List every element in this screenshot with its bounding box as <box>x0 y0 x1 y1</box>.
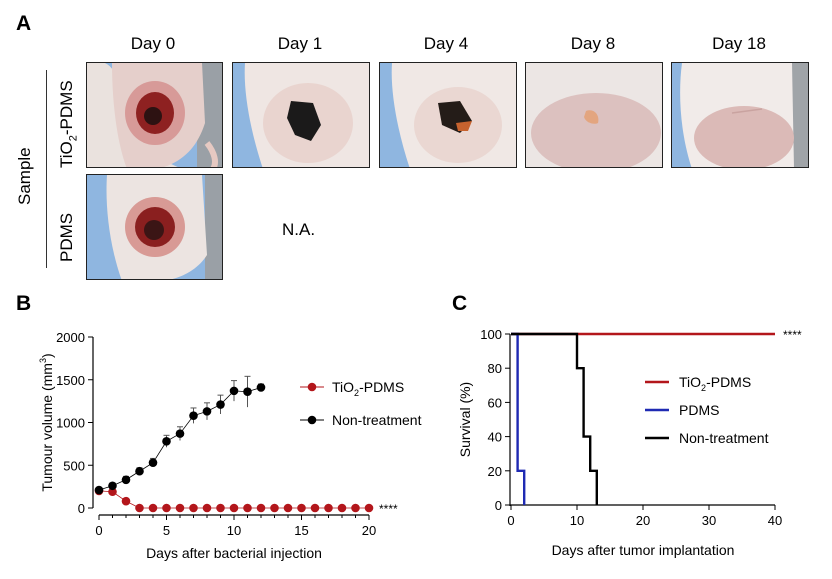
data-point-b-1 <box>256 383 266 392</box>
x-tick-label-c: 30 <box>702 513 716 528</box>
photo-tio2-day18 <box>671 62 809 168</box>
x-tick-label-b: 5 <box>163 523 170 538</box>
significance-label-c: **** <box>783 328 802 342</box>
data-point-b-1 <box>108 481 117 491</box>
chart-c: 0 20 40 60 80 100 0 10 20 30 40 Days after tumor im… <box>457 327 802 558</box>
y-tick-label-c: 20 <box>488 464 502 479</box>
data-point-b-0 <box>148 503 158 513</box>
photo-pdms-day0 <box>86 174 223 280</box>
x-tick-label-b: 10 <box>227 523 241 538</box>
data-point-b-0 <box>364 503 374 513</box>
data-point-b-1 <box>175 429 185 438</box>
sample-bracket-line <box>46 70 47 268</box>
data-point-b-1 <box>121 475 131 485</box>
photo-tio2-day8 <box>525 62 663 168</box>
data-point-b-0 <box>216 503 225 513</box>
data-point-b-0 <box>135 503 144 513</box>
x-axis-label-b: Days after bacterial injection <box>146 545 322 561</box>
data-point-b-0 <box>283 503 293 513</box>
data-point-b-0 <box>324 503 333 513</box>
significance-label-b: **** <box>379 502 398 516</box>
x-tick-label-b: 15 <box>294 523 308 538</box>
data-point-b-0 <box>121 496 131 506</box>
y-tick-label-b: 2000 <box>56 330 85 345</box>
data-point-b-1 <box>216 400 225 409</box>
survival-line-c-1 <box>511 332 526 505</box>
y-tick-label-c: 60 <box>488 395 502 410</box>
row-label-pdms: PDMS <box>57 212 76 262</box>
sample-label: Sample <box>15 147 34 205</box>
photo-tio2-day4 <box>379 62 517 168</box>
x-axis-label-c: Days after tumor implantation <box>552 542 735 558</box>
y-tick-label-c: 80 <box>488 361 502 376</box>
x-tick-label-c: 20 <box>636 513 650 528</box>
data-point-b-0 <box>351 503 360 513</box>
data-point-b-0 <box>229 503 239 513</box>
legend-marker-b-1 <box>307 415 317 425</box>
y-tick-label-b: 1500 <box>56 373 85 388</box>
data-point-b-0 <box>297 503 306 513</box>
panel-c-letter: C <box>452 292 468 315</box>
data-point-b-0 <box>243 503 252 513</box>
x-tick-label-b: 0 <box>95 523 102 538</box>
data-point-b-1 <box>135 466 144 476</box>
data-point-b-0 <box>256 503 266 513</box>
y-tick-label-c: 40 <box>488 430 502 445</box>
data-point-b-1 <box>229 386 239 396</box>
data-point-b-0 <box>162 503 171 513</box>
data-point-b-0 <box>175 503 185 513</box>
data-point-b-0 <box>270 503 279 513</box>
row-label-tio2-pdms: TiO2-PDMS <box>57 80 80 168</box>
legend-label-b-1: Non-treatment <box>332 412 422 428</box>
y-axis-label-c: Survival (%) <box>457 382 473 457</box>
data-point-b-1 <box>94 485 104 495</box>
x-tick-label-b: 20 <box>362 523 376 538</box>
panel-b-letter: B <box>16 292 32 315</box>
legend-label-b-0: TiO2-PDMS <box>332 379 404 398</box>
photo-tio2-day0 <box>86 62 223 168</box>
legend-marker-b-0 <box>307 382 317 392</box>
data-point-b-0 <box>189 503 198 513</box>
y-tick-label-b: 1000 <box>56 416 85 431</box>
data-point-b-0 <box>202 503 212 513</box>
legend-label-c-1: PDMS <box>679 402 719 418</box>
y-tick-label-c: 100 <box>480 327 502 342</box>
y-tick-label-c: 0 <box>495 498 502 513</box>
survival-line-c-2 <box>511 332 599 505</box>
day-label-0: Day 0 <box>130 34 176 53</box>
x-tick-label-c: 10 <box>570 513 584 528</box>
chart-b: 0 500 1000 1500 2000 0 5 10 15 20 Days after bacte… <box>38 330 422 561</box>
day-label-1: Day 1 <box>277 34 323 53</box>
y-tick-label-b: 0 <box>78 501 85 516</box>
y-tick-label-b: 500 <box>63 458 85 473</box>
data-point-b-1 <box>202 407 212 416</box>
data-point-b-1 <box>162 437 171 446</box>
data-point-b-0 <box>108 487 117 497</box>
data-point-b-1 <box>189 411 198 420</box>
day-label-2: Day 4 <box>423 34 469 53</box>
panel-a-letter: A <box>16 12 32 35</box>
day-label-4: Day 18 <box>712 34 766 53</box>
x-tick-label-c: 40 <box>768 513 782 528</box>
photo-tio2-day1 <box>232 62 370 168</box>
data-point-b-1 <box>148 458 158 467</box>
day-label-3: Day 8 <box>570 34 616 53</box>
x-tick-label-c: 0 <box>507 513 514 528</box>
data-point-b-0 <box>310 503 320 513</box>
not-available-label: N.A. <box>282 220 316 239</box>
legend-label-c-2: Non-treatment <box>679 430 769 446</box>
data-point-b-0 <box>337 503 347 513</box>
y-axis-label-b: Tumour volume (mm3) <box>38 353 55 491</box>
data-point-b-1 <box>243 387 252 397</box>
legend-label-c-0: TiO2-PDMS <box>679 374 751 393</box>
